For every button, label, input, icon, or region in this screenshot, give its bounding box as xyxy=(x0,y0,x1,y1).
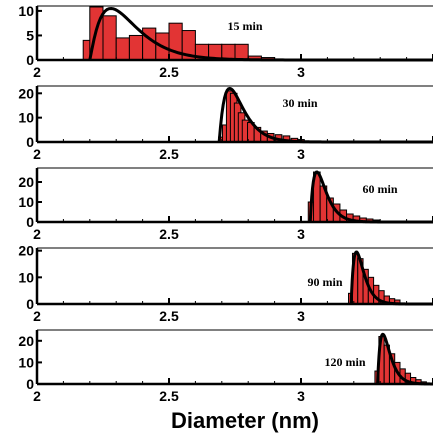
y-tick-label: 10 xyxy=(18,3,34,19)
panel-label: 30 min xyxy=(282,96,317,110)
y-tick-label: 0 xyxy=(26,376,34,392)
histogram-bar xyxy=(115,37,130,61)
x-tick-label: 2 xyxy=(33,146,41,162)
y-tick-label: 10 xyxy=(18,354,34,370)
x-tick-label: 2.5 xyxy=(159,308,179,324)
x-tick-label: 2.5 xyxy=(159,64,179,80)
panel-2: 0 10 20 2 2.5 3 30 min xyxy=(18,85,433,162)
y-tick-label: 20 xyxy=(18,333,34,349)
x-axis-title: Diameter (nm) xyxy=(171,408,319,433)
panel-3: 0 10 20 2 2.5 3 60 min xyxy=(18,167,433,242)
x-tick-label: 2 xyxy=(33,64,41,80)
x-tick-label: 2.5 xyxy=(159,226,179,242)
panel-1: 0 5 10 2 2.5 3 15 min xyxy=(18,3,433,80)
y-tick-label: 20 xyxy=(18,85,34,101)
panel-label: 15 min xyxy=(227,19,262,33)
y-tick-label: 20 xyxy=(18,243,34,259)
x-tick-label: 3 xyxy=(297,146,305,162)
y-tick-label: 5 xyxy=(26,27,34,43)
y-tick-label: 0 xyxy=(26,52,34,68)
y-tick-label: 10 xyxy=(18,194,34,210)
x-tick-label: 2 xyxy=(33,388,41,404)
panel-5: 0 10 20 2 2.5 3 120 min xyxy=(18,329,433,404)
y-tick-label: 0 xyxy=(26,214,34,230)
x-tick-label: 3 xyxy=(297,308,305,324)
x-tick-label: 3 xyxy=(297,64,305,80)
histogram-bar xyxy=(128,34,144,61)
x-tick-label: 2 xyxy=(33,226,41,242)
y-tick-label: 0 xyxy=(26,296,34,312)
y-tick-label: 0 xyxy=(26,134,34,150)
x-tick-label: 2.5 xyxy=(159,388,179,404)
y-tick-label: 10 xyxy=(18,269,34,285)
x-tick-label: 2.5 xyxy=(159,146,179,162)
y-tick-label: 20 xyxy=(18,174,34,190)
x-tick-label: 3 xyxy=(297,388,305,404)
x-tick-label: 3 xyxy=(297,226,305,242)
panel-label: 60 min xyxy=(362,182,397,196)
panel-label: 120 min xyxy=(324,355,365,369)
histogram-bar xyxy=(102,15,117,61)
panel-label: 90 min xyxy=(307,275,342,289)
histogram-bar xyxy=(234,43,249,61)
x-tick-label: 2 xyxy=(33,308,41,324)
histogram-bar xyxy=(142,27,157,61)
y-tick-label: 10 xyxy=(18,110,34,126)
panel-4: 0 10 20 2 2.5 3 90 min xyxy=(18,243,433,324)
